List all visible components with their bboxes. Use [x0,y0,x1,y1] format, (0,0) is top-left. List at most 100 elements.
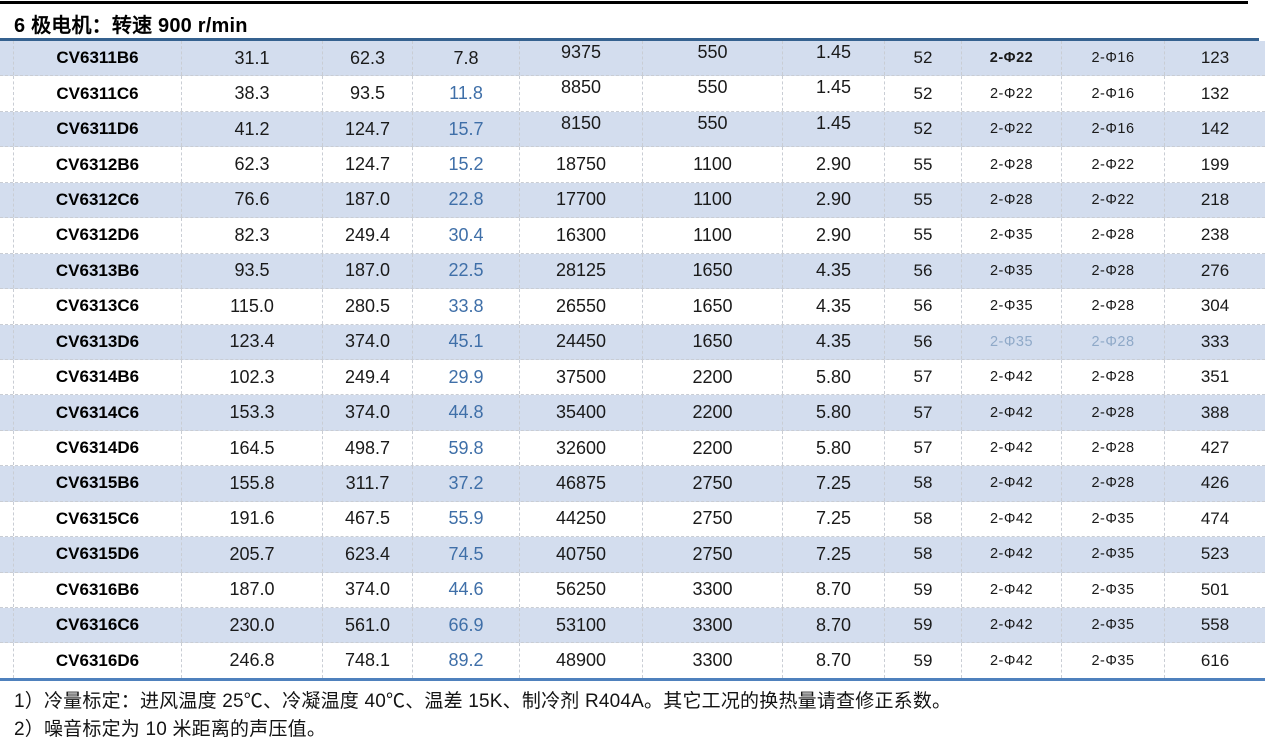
model-cell: CV6313C6 [14,289,182,324]
value-cell: 187.0 [323,182,413,218]
value-cell: 35400 [520,395,643,430]
value-cell: 2-Φ28 [1062,253,1165,289]
row-gutter [0,41,14,76]
value-cell: 4.35 [783,289,885,324]
value-cell: 191.6 [182,501,323,537]
value-cell: 52 [885,111,962,147]
table-row: CV6312B6 62.3 124.7 15.2 18750 1100 2.90 55 2-Φ2… [0,147,1265,183]
value-cell: 57 [885,359,962,395]
value-cell: 48900 [520,643,643,678]
value-cell: 351 [1200,367,1230,387]
value-cell: 82.3 [182,218,323,253]
value-cell: 59 [885,608,962,643]
value-cell: 76.6 [182,182,323,218]
value-cell: 2-Φ28 [1062,466,1165,501]
value-cell: 623.4 [323,537,413,572]
value-cell: 2-Φ28 [1062,395,1165,430]
model-cell: CV6313D6 [14,324,182,359]
value-cell: 238 [1200,225,1230,245]
value-cell: 2-Φ42 [962,572,1062,607]
value-cell: 31.1 [182,41,323,76]
value-cell: 28125 [520,253,643,289]
value-cell: 1.45 [783,41,885,76]
value-cell: 59 [885,643,962,678]
model-cell: CV6311D6 [14,111,182,147]
table-row: CV6313C6 115.0 280.5 33.8 26550 1650 4.35 56 2-Φ… [0,289,1265,325]
value-cell: 30.4 [413,218,520,253]
row-gutter [0,608,14,643]
value-cell: 29.9 [413,359,520,395]
value-cell: 44.8 [413,395,520,430]
value-cell: 66.9 [413,608,520,643]
table-row: CV6315B6 155.8 311.7 37.2 46875 2750 7.25 58 2-Φ… [0,466,1265,502]
note-noise-rating: 2）噪音标定为 10 米距离的声压值。 [14,718,327,740]
value-cell: 58 [885,537,962,572]
value-cell: 276 [1200,260,1230,280]
value-cell: 62.3 [323,41,413,76]
value-cell: 11.8 [413,76,520,111]
value-cell: 427 [1200,438,1230,458]
value-cell: 5.80 [783,430,885,466]
value-cell: 57 [885,395,962,430]
model-cell: CV6314B6 [14,359,182,395]
value-cell: 2750 [643,537,783,572]
value-cell: 132 [1200,83,1230,103]
value-cell: 123 [1200,48,1230,68]
row-gutter [0,218,14,253]
model-cell: CV6312B6 [14,147,182,182]
model-cell: CV6311B6 [14,41,182,76]
value-cell: 52 [885,76,962,111]
row-gutter [0,147,14,182]
table-row: CV6311D6 41.2 124.7 15.7 8150 550 1.45 52 2-Φ22 2… [0,111,1265,148]
value-cell: 426 [1200,473,1230,493]
value-cell: 2-Φ28 [1062,359,1165,395]
value-cell: 2-Φ42 [962,359,1062,395]
model-cell: CV6311C6 [14,76,182,111]
value-cell: 17700 [520,182,643,218]
table-row: CV6314C6 153.3 374.0 44.8 35400 2200 5.80 57 2-Φ… [0,395,1265,431]
value-cell: 2.90 [783,182,885,218]
value-cell: 2-Φ35 [1062,537,1165,572]
value-cell: 4.35 [783,253,885,289]
value-cell: 218 [1200,189,1230,209]
row-gutter [0,537,14,572]
value-cell: 124.7 [323,111,413,147]
value-cell: 2-Φ22 [962,41,1062,76]
value-cell: 2-Φ28 [1062,324,1165,359]
value-cell: 115.0 [182,289,323,324]
value-cell: 59.8 [413,430,520,466]
value-cell: 2-Φ35 [962,218,1062,253]
model-cell: CV6313B6 [14,253,182,289]
value-cell: 53100 [520,608,643,643]
value-cell: 22.8 [413,182,520,218]
note-cooling-rating: 1）冷量标定：进风温度 25℃、冷凝温度 40℃、温差 15K、制冷剂 R404… [14,690,952,712]
value-cell: 2-Φ22 [962,111,1062,147]
value-cell: 40750 [520,537,643,572]
value-cell: 56250 [520,572,643,607]
value-cell: 333 [1200,331,1230,351]
row-gutter [0,643,14,678]
value-cell: 7.25 [783,537,885,572]
value-cell: 58 [885,501,962,537]
value-cell: 501 [1200,579,1230,599]
row-gutter [0,324,14,359]
value-cell: 15.7 [413,111,520,147]
value-cell: 55 [885,218,962,253]
value-cell: 8.70 [783,572,885,607]
value-cell: 2750 [643,501,783,537]
title-underline [0,38,1259,41]
table-row: CV6315C6 191.6 467.5 55.9 44250 2750 7.25 58 2-Φ… [0,501,1265,538]
value-cell: 155.8 [182,466,323,501]
value-cell: 33.8 [413,289,520,324]
value-cell: 7.8 [413,41,520,76]
value-cell: 230.0 [182,608,323,643]
value-cell: 4.35 [783,324,885,359]
value-cell: 2-Φ16 [1062,41,1165,76]
value-cell: 311.7 [323,466,413,501]
model-cell: CV6315D6 [14,537,182,572]
value-cell: 5.80 [783,395,885,430]
value-cell: 304 [1200,296,1230,316]
value-cell: 187.0 [323,253,413,289]
value-cell: 550 [643,41,783,76]
